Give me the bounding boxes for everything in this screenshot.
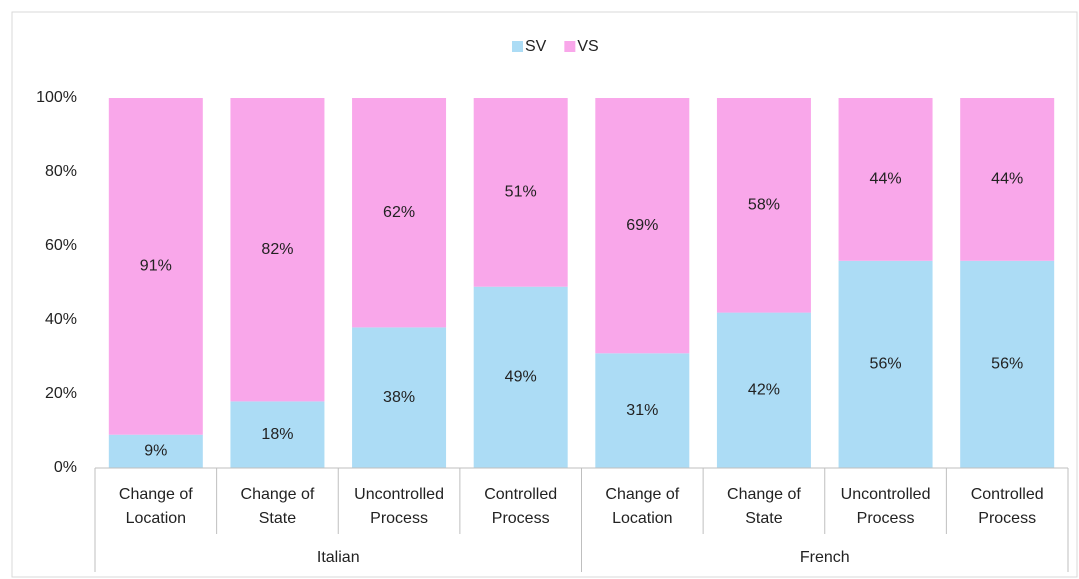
bar-segment: [838, 98, 933, 261]
legend-label: SV: [525, 38, 547, 55]
bar-segment: [473, 286, 568, 468]
data-label: 44%: [870, 171, 902, 188]
data-label: 9%: [144, 443, 167, 460]
x-tick-label: Uncontrolled Process: [354, 486, 444, 527]
data-label: 69%: [626, 217, 658, 234]
bar-segment: [960, 260, 1055, 468]
y-tick-label: 100%: [36, 89, 77, 106]
group-label: French: [800, 549, 850, 566]
x-tick-label: Controlled Process: [484, 486, 557, 527]
bar-segment: [230, 98, 325, 402]
x-tick-label: Change of Location: [605, 486, 679, 527]
bar-segment: [352, 327, 447, 468]
bar-segment: [960, 98, 1055, 261]
bar-segment: [595, 353, 690, 468]
bar-segment: [473, 98, 568, 287]
data-label: 51%: [505, 184, 537, 201]
legend-swatch: [512, 41, 523, 52]
data-label: 44%: [991, 171, 1023, 188]
x-tick-label: Change of Location: [119, 486, 193, 527]
bar-segment: [352, 98, 447, 328]
group-label: Italian: [317, 549, 360, 566]
data-label: 62%: [383, 204, 415, 221]
data-label: 91%: [140, 258, 172, 275]
legend-swatch: [564, 41, 576, 52]
data-label: 31%: [626, 402, 658, 419]
x-tick-label: Controlled Process: [971, 486, 1044, 527]
y-tick-label: 80%: [45, 163, 77, 180]
bar-segment: [230, 401, 325, 468]
data-label: 18%: [261, 426, 293, 443]
y-tick-label: 60%: [45, 237, 77, 254]
data-label: 38%: [383, 389, 415, 406]
data-label: 42%: [748, 382, 780, 399]
x-tick-label: Change of State: [241, 486, 315, 527]
x-tick-label: Uncontrolled Process: [841, 486, 931, 527]
bar-segment: [838, 260, 933, 468]
x-tick-label: Change of State: [727, 486, 801, 527]
bar-segment: [108, 98, 203, 435]
data-label: 58%: [748, 197, 780, 214]
data-label: 56%: [870, 356, 902, 373]
bar-segment: [716, 312, 811, 468]
y-tick-label: 40%: [45, 311, 77, 328]
data-label: 56%: [991, 356, 1023, 373]
data-label: 49%: [505, 369, 537, 386]
data-label: 82%: [261, 241, 293, 258]
bar-segment: [716, 98, 811, 313]
bar-segment: [108, 434, 203, 468]
y-tick-label: 20%: [45, 385, 77, 402]
bar-segment: [595, 98, 690, 354]
legend-label: VS: [577, 38, 598, 55]
y-tick-label: 0%: [54, 459, 77, 476]
